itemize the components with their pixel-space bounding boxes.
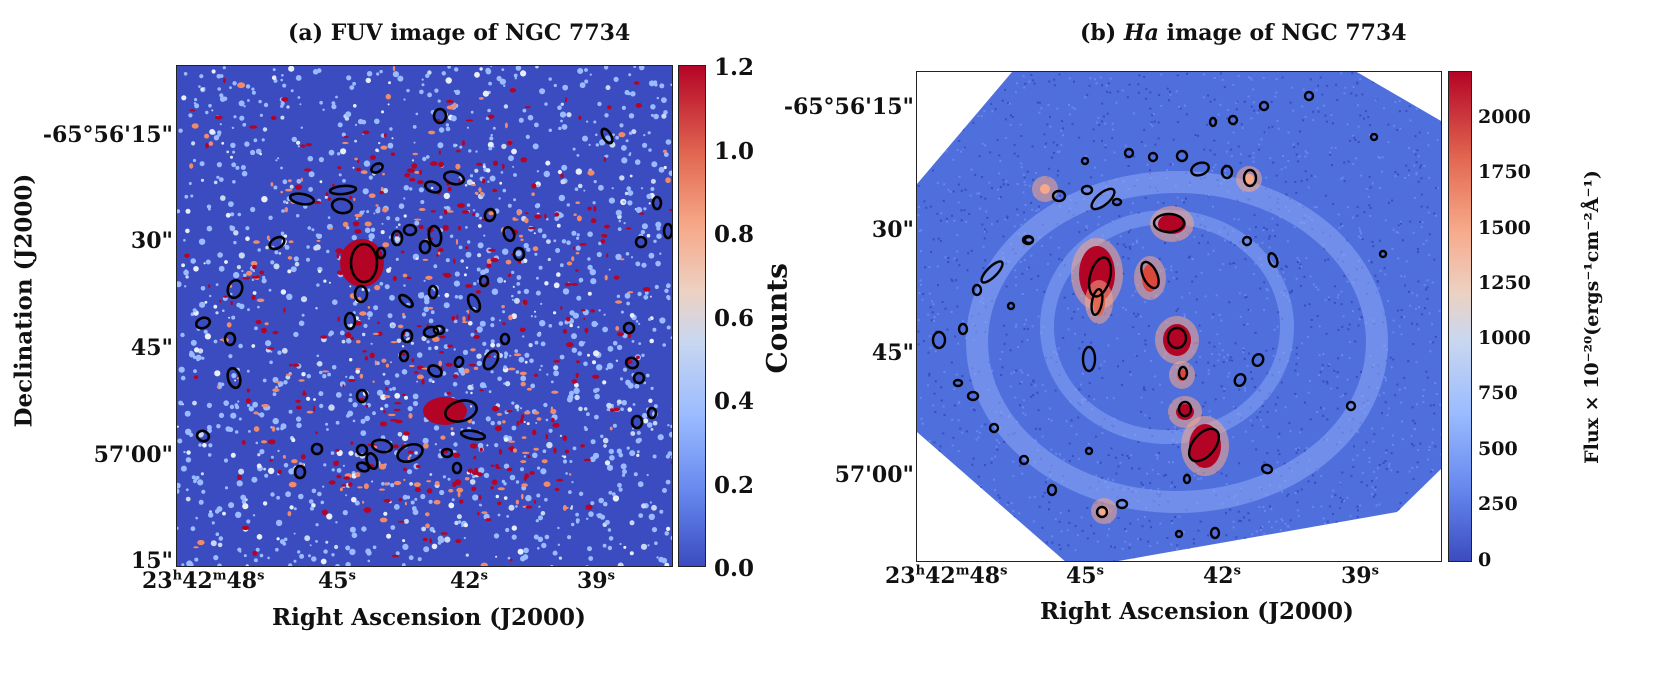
panel-b-cbtick-3: 1250 bbox=[1478, 272, 1531, 294]
panel-b-colorbar bbox=[1448, 71, 1472, 562]
panel-a-colorbar bbox=[678, 65, 706, 567]
panel-a-cbtick-4: 0.4 bbox=[714, 388, 755, 415]
panel-a-ylabel: Declination (J2000) bbox=[10, 173, 38, 428]
panel-a-ytick-0: -65°56'15" bbox=[42, 122, 173, 148]
panel-b-cbtick-6: 500 bbox=[1478, 438, 1518, 460]
panel-b-cbtick-2: 1500 bbox=[1478, 217, 1531, 239]
panel-a-ytick-4: 15" bbox=[130, 548, 173, 574]
panel-a-cbtick-3: 0.6 bbox=[714, 305, 755, 332]
fuv-region-ellipses bbox=[194, 107, 672, 480]
panel-b-ytick-2: 45" bbox=[871, 340, 914, 366]
panel-b-title: (b) Ha image of NGC 7734 bbox=[1080, 20, 1407, 46]
panel-a-xtick-2: 42s bbox=[450, 568, 488, 594]
fuv-speckles bbox=[177, 66, 672, 566]
halpha-region-ellipses bbox=[931, 90, 1388, 540]
panel-a-cbtick-5: 0.2 bbox=[714, 472, 755, 499]
halpha-field bbox=[917, 72, 1441, 561]
panel-a-image bbox=[176, 65, 673, 567]
panel-a-cbtick-1: 1.0 bbox=[714, 138, 755, 165]
panel-b-xtick-3: 39s bbox=[1341, 563, 1379, 589]
panel-a-xtick-3: 39s bbox=[577, 568, 615, 594]
panel-b-colorbar-label: Flux × 10⁻²⁰(ergs⁻¹cm⁻²Å⁻¹) bbox=[1581, 170, 1603, 464]
panel-b-cbtick-4: 1000 bbox=[1478, 327, 1531, 349]
panel-b-cbtick-8: 0 bbox=[1478, 549, 1492, 571]
panel-a-colorbar-label: Counts bbox=[760, 263, 794, 374]
panel-b-halpha-map bbox=[917, 72, 1441, 561]
panel-b-xtick-2: 42s bbox=[1203, 563, 1241, 589]
panel-b-ytick-0: -65°56'15" bbox=[783, 94, 914, 120]
panel-a-ytick-3: 57'00" bbox=[93, 442, 173, 468]
panel-b-cbtick-0: 2000 bbox=[1478, 106, 1531, 128]
panel-a-ytick-2: 45" bbox=[130, 335, 173, 361]
panel-a-cbtick-6: 0.0 bbox=[714, 555, 755, 582]
panel-a-fuv-map bbox=[177, 66, 672, 566]
panel-a-xtick-1: 45s bbox=[318, 568, 356, 594]
panel-b-xlabel: Right Ascension (J2000) bbox=[1040, 598, 1354, 625]
panel-b-cbtick-1: 1750 bbox=[1478, 161, 1531, 183]
panel-a-ytick-1: 30" bbox=[130, 228, 173, 254]
panel-b-cbtick-5: 750 bbox=[1478, 382, 1518, 404]
panel-a-xlabel: Right Ascension (J2000) bbox=[272, 604, 586, 631]
panel-a-cbtick-0: 1.2 bbox=[714, 54, 755, 81]
panel-b-image bbox=[916, 71, 1442, 562]
panel-a-title: (a) FUV image of NGC 7734 bbox=[288, 20, 631, 46]
mask-corner-b bbox=[1387, 469, 1441, 561]
panel-a-cbtick-2: 0.8 bbox=[714, 221, 755, 248]
panel-b-ytick-3: 57'00" bbox=[834, 462, 914, 488]
panel-a-xtick-0: 23h42m48s bbox=[142, 568, 265, 594]
panel-b-cbtick-7: 250 bbox=[1478, 493, 1518, 515]
panel-b-xtick-0: 23h42m48s bbox=[885, 563, 1008, 589]
panel-b-ytick-1: 30" bbox=[871, 217, 914, 243]
panel-b-xtick-1: 45s bbox=[1066, 563, 1104, 589]
